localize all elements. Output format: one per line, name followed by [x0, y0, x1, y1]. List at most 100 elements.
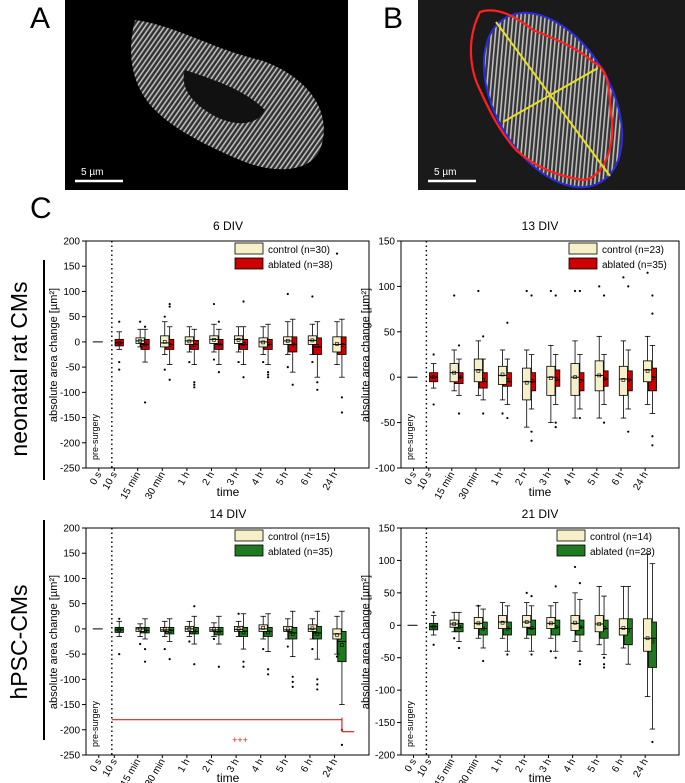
control-outlier [237, 612, 240, 615]
x-tick-label: 5 h [274, 470, 290, 488]
ablated-outlier [506, 416, 509, 420]
x-tick-label: 2 h [513, 757, 529, 775]
ablated-outlier [267, 371, 270, 374]
ablated-outlier [554, 656, 557, 659]
control-mean [452, 622, 456, 626]
control-mean [212, 627, 216, 632]
control-mean [162, 627, 167, 632]
ablated-outlier [316, 381, 319, 384]
control-outlier [262, 647, 265, 651]
ablated-mean [529, 626, 534, 630]
x-tick-label: 6 h [610, 757, 626, 775]
ablated-box [263, 626, 273, 637]
x-tick-label: 1 h [176, 470, 192, 488]
control-mean [500, 372, 505, 377]
scale-bar-label-b: 5 µm [434, 167, 457, 178]
x-tick-label: 5 h [586, 757, 602, 775]
x-axis-label: time [217, 771, 240, 783]
ablated-outlier [291, 685, 294, 688]
ablated-outlier [143, 660, 147, 663]
ablated-outlier [267, 673, 270, 676]
control-outlier [335, 252, 339, 255]
micrograph-a: 5 µm [65, 0, 348, 190]
significance-label: +++ [232, 735, 248, 745]
control-outlier [188, 360, 191, 364]
ablated-outlier [530, 430, 533, 433]
y-tick-label: 50 [69, 599, 81, 610]
x-tick-label: 24 h [321, 757, 340, 779]
x-axis-label: time [217, 485, 240, 499]
control-mean [524, 380, 529, 385]
ablated-mean [241, 342, 246, 346]
panel-label-b: B [383, 2, 404, 35]
x-tick-label: 6 h [299, 757, 315, 775]
ablated-outlier [242, 665, 245, 668]
ablated-outlier [217, 371, 220, 374]
ablated-mean [340, 643, 344, 647]
ablated-outlier [651, 312, 654, 315]
ablated-outlier [506, 653, 509, 656]
pre-surgery-label: pre-surgery [405, 413, 415, 460]
control-outlier [573, 289, 577, 293]
control-mean [621, 626, 626, 630]
ablated-outlier [432, 643, 435, 646]
y-tick-label: 150 [63, 549, 80, 560]
ablated-mean [290, 632, 295, 636]
control-outlier [477, 289, 480, 293]
legend-control-label: control (n=30) [268, 245, 330, 256]
x-tick-label: 24 h [321, 470, 340, 492]
control-outlier [501, 412, 504, 415]
ablated-outlier [432, 611, 435, 614]
x-tick-label: 6 h [610, 470, 626, 488]
x-tick-label: 4 h [250, 757, 266, 775]
ablated-mean [315, 344, 320, 348]
row-bracket-hpsc [43, 520, 45, 740]
ablated-outlier [554, 426, 557, 429]
x-tick-label: 15 min [433, 757, 458, 783]
y-tick-label: 150 [63, 262, 80, 273]
ablated-outlier [651, 435, 654, 438]
y-axis-label: absolute area change [µm²] [360, 575, 372, 709]
y-tick-label: 50 [384, 327, 396, 338]
control-mean [335, 342, 339, 346]
ablated-mean [117, 628, 122, 632]
scale-bar-label-a: 5 µm [81, 167, 104, 178]
ablated-outlier [242, 376, 245, 379]
y-tick-label: 100 [63, 287, 80, 298]
x-tick-label: 4 h [250, 470, 266, 488]
ablated-outlier [267, 373, 270, 376]
ablated-outlier [578, 289, 581, 293]
control-mean [452, 370, 456, 375]
ablated-box [312, 337, 322, 355]
ablated-outlier [578, 416, 581, 420]
y-tick-label: -250 [60, 464, 80, 475]
control-box [258, 624, 268, 632]
control-outlier [262, 360, 265, 364]
control-mean [524, 620, 529, 624]
control-outlier [525, 289, 528, 293]
control-outlier [598, 285, 601, 288]
ablated-outlier [578, 663, 581, 666]
legend-swatch-ablated [234, 257, 264, 270]
ablated-mean [431, 375, 436, 379]
y-tick-label: 0 [74, 337, 80, 348]
ablated-outlier [291, 675, 294, 678]
control-box [546, 365, 556, 396]
ablated-outlier [291, 383, 294, 386]
y-tick-label: -200 [60, 438, 80, 449]
ablated-box [189, 339, 199, 350]
legend-swatch-ablated [234, 544, 264, 557]
control-outlier [477, 604, 480, 607]
control-outlier [335, 655, 339, 658]
ablated-box [238, 626, 249, 637]
ablated-outlier [602, 663, 606, 666]
control-mean [138, 339, 142, 343]
y-axis-label: absolute area change [µm²] [48, 288, 60, 422]
legend-ablated-label: ablated (n=38) [268, 260, 333, 271]
legend-swatch-ablated [568, 257, 598, 270]
legend-ablated-label: ablated (n=35) [602, 260, 667, 271]
control-box [233, 625, 244, 632]
ablated-outlier [554, 421, 557, 424]
ablated-outlier [168, 658, 171, 661]
